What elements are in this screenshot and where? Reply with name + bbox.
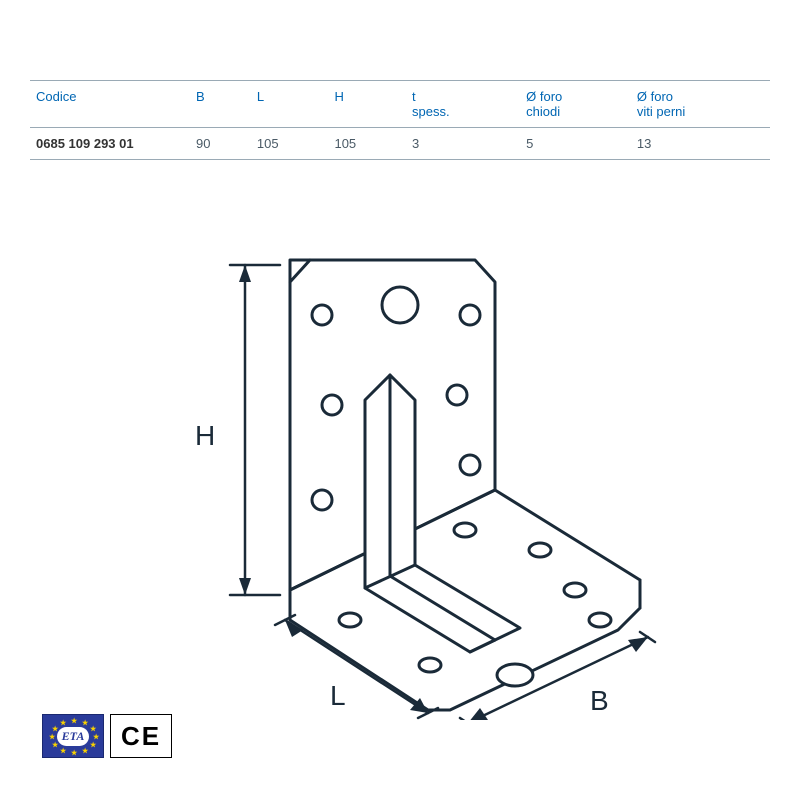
table-row: 0685 109 293 01901051053513	[30, 128, 770, 160]
cell: 13	[631, 128, 770, 160]
cell: 105	[251, 128, 329, 160]
col-header: tspess.	[406, 81, 520, 128]
dim-label-l: L	[330, 680, 346, 711]
eta-label: ETA	[57, 727, 90, 746]
table-body: 0685 109 293 01901051053513	[30, 128, 770, 160]
col-header: Ø forochiodi	[520, 81, 631, 128]
col-header: H	[328, 81, 406, 128]
eta-badge: ★★★★★★★★★★★★ ETA	[42, 714, 104, 758]
table-header: CodiceBLHtspess.Ø forochiodiØ foroviti p…	[30, 81, 770, 128]
col-header: B	[190, 81, 251, 128]
dim-label-h: H	[195, 420, 215, 451]
col-header: Ø foroviti perni	[631, 81, 770, 128]
col-header: L	[251, 81, 329, 128]
cert-badges: ★★★★★★★★★★★★ ETA CE	[42, 714, 172, 758]
spec-table: CodiceBLHtspess.Ø forochiodiØ foroviti p…	[30, 80, 770, 160]
cell: 105	[328, 128, 406, 160]
cell: 5	[520, 128, 631, 160]
table: CodiceBLHtspess.Ø forochiodiØ foroviti p…	[30, 80, 770, 160]
cell: 0685 109 293 01	[30, 128, 190, 160]
cell: 3	[406, 128, 520, 160]
cell: 90	[190, 128, 251, 160]
bracket-diagram: H L B	[100, 220, 700, 720]
ce-label: CE	[121, 721, 161, 752]
col-header: Codice	[30, 81, 190, 128]
dim-label-b: B	[590, 685, 609, 716]
ce-badge: CE	[110, 714, 172, 758]
